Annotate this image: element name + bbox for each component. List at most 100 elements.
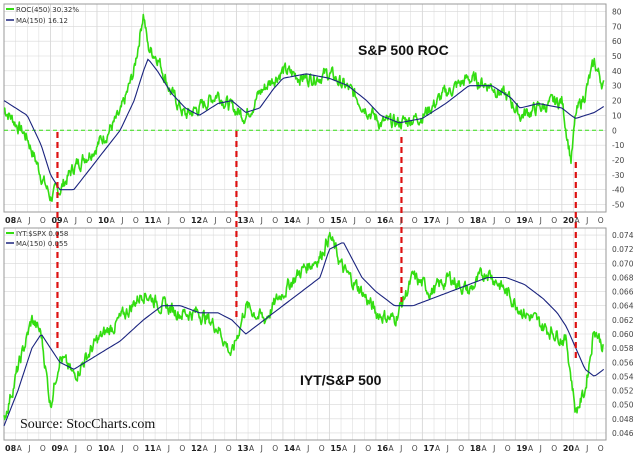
bottom-chart-title: IYT/S&P 500 [300,372,382,388]
x-tick-label-0-11: O [133,216,139,225]
event-markers [56,131,577,360]
x-tick-label-0-18: J [213,216,216,225]
x-tick-label-0-14: J [167,216,170,225]
x-tick-label-1-48: 20 [563,444,575,453]
series-price-line-0 [3,13,605,202]
x-tick-label-0-47: O [551,216,557,225]
y-tick-label-1-10: 0.054 [612,372,634,381]
x-tick-label-1-40: 18 [470,444,482,453]
y-tick-label-1-12: 0.050 [612,401,634,410]
x-tick-label-0-23: O [272,216,278,225]
x-tick-label-1-6: J [74,444,77,453]
y-tick-label-1-13: 0.048 [612,415,634,424]
series-layer [3,13,606,427]
x-tick-label-0-19: O [226,216,232,225]
x-tick-label-0-10: J [120,216,123,225]
x-tick-label-0-12: 11 [144,216,156,225]
x-tick-label-0-21: A [249,216,255,225]
x-tick-label-1-25: A [296,444,302,453]
grid [3,4,606,440]
y-tick-label-1-7: 0.060 [612,330,634,339]
series-ma-line-0 [3,58,604,191]
x-tick-label-0-13: A [156,216,162,225]
x-tick-label-0-49: A [574,216,580,225]
x-tick-label-1-34: J [399,444,402,453]
x-tick-label-0-33: A [389,216,395,225]
x-tick-label-0-4: 09 [51,216,63,225]
top-legend-roc-label: ROC(450) 30.32% [16,6,79,14]
x-tick-label-1-33: A [389,444,395,453]
x-tick-label-1-21: A [249,444,255,453]
x-tick-label-1-12: 11 [144,444,156,453]
x-tick-label-1-4: 09 [51,444,63,453]
x-tick-label-0-26: J [306,216,309,225]
x-tick-label-0-30: J [353,216,356,225]
y-tick-label-0-0: 80 [612,7,622,16]
y-tick-label-0-13: -50 [612,201,624,210]
x-tick-label-1-47: O [551,444,557,453]
y-tick-label-0-4: 40 [612,67,622,76]
x-tick-label-1-29: A [342,444,348,453]
y-tick-label-0-5: 30 [612,82,622,91]
x-tick-label-1-27: O [319,444,325,453]
x-tick-label-0-24: 14 [284,216,296,225]
y-tick-label-0-2: 60 [612,37,622,46]
y-tick-label-1-4: 0.066 [612,288,634,297]
x-tick-label-0-6: J [74,216,77,225]
panel-frame-1 [3,227,607,441]
x-tick-label-0-36: 17 [423,216,434,225]
y-tick-label-1-2: 0.070 [612,259,634,268]
x-tick-label-1-20: 13 [237,444,248,453]
x-tick-label-0-31: O [365,216,371,225]
x-tick-label-1-8: 10 [98,444,110,453]
x-tick-label-1-3: O [40,444,46,453]
x-tick-label-0-38: J [446,216,449,225]
y-tick-label-1-14: 0.046 [612,429,634,438]
y-tick-label-1-3: 0.068 [612,273,634,282]
x-tick-label-1-50: J [585,444,588,453]
x-tick-label-1-46: J [539,444,542,453]
x-tick-label-0-50: J [585,216,588,225]
x-tick-label-0-35: O [412,216,418,225]
x-tick-label-1-42: J [492,444,495,453]
y-tick-label-0-3: 50 [612,52,622,61]
x-tick-label-1-45: A [528,444,534,453]
top-legend: ROC(450) 30.32% MA(150) 16.12 [6,6,79,25]
x-tick-label-0-15: O [179,216,185,225]
x-tick-label-1-51: O [598,444,604,453]
x-tick-label-1-23: O [272,444,278,453]
x-tick-label-0-40: 18 [470,216,482,225]
y-tick-label-0-8: 0 [612,126,617,135]
x-tick-label-0-3: O [40,216,46,225]
x-tick-label-1-9: A [110,444,116,453]
x-tick-label-0-34: J [399,216,402,225]
bottom-legend-ma-label: MA(150) 0.055 [16,240,68,248]
y-tick-label-1-8: 0.058 [612,344,634,353]
x-tick-label-1-35: O [412,444,418,453]
x-tick-label-1-26: J [306,444,309,453]
series-price-line-1 [3,231,604,421]
y-tick-label-1-1: 0.072 [612,245,634,254]
x-tick-label-1-10: J [120,444,123,453]
x-tick-label-1-0: 08 [5,444,17,453]
x-tick-label-0-2: J [27,216,30,225]
x-tick-label-0-7: O [86,216,92,225]
x-tick-label-1-39: O [458,444,464,453]
x-tick-label-1-37: A [435,444,441,453]
panel-frames [3,3,607,441]
x-tick-label-0-44: 19 [516,216,528,225]
x-tick-label-1-31: O [365,444,371,453]
x-tick-label-1-49: A [574,444,580,453]
x-tick-label-0-43: O [505,216,511,225]
x-tick-label-1-2: J [27,444,30,453]
x-tick-label-1-22: J [260,444,263,453]
x-tick-label-0-28: 15 [330,216,342,225]
y-tick-label-0-9: -10 [612,141,624,150]
x-tick-label-1-11: O [133,444,139,453]
y-tick-label-0-7: 10 [612,111,622,120]
x-tick-label-1-17: A [203,444,209,453]
x-tick-label-1-36: 17 [423,444,434,453]
x-tick-label-0-32: 16 [377,216,389,225]
